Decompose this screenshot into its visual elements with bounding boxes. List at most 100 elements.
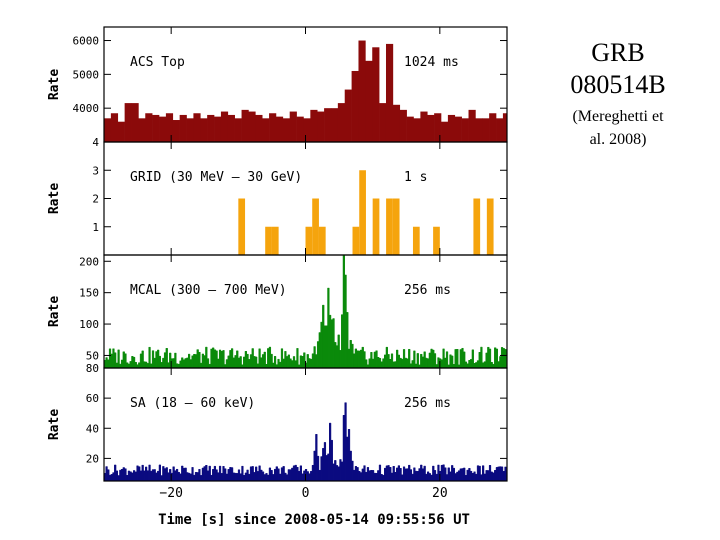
mcal-ylabel: Rate — [47, 296, 62, 327]
acs-bar — [468, 109, 476, 142]
acs-bar — [234, 118, 242, 142]
sa-histogram — [104, 402, 507, 481]
sa-ytick-label: 60 — [86, 392, 99, 405]
mcal-bars — [104, 255, 507, 368]
acs-binning-label: 1024 ms — [404, 55, 459, 70]
mcal-frame — [103, 254, 508, 369]
acs-bar — [275, 116, 284, 142]
acs-bar — [482, 118, 490, 142]
grid-bar — [271, 226, 279, 255]
acs-bar — [227, 114, 235, 142]
acs-bar — [289, 111, 297, 142]
acs-bar — [241, 109, 249, 142]
acs-bar — [365, 60, 373, 142]
acs-bar — [296, 116, 304, 142]
acs-bar — [337, 103, 346, 142]
x-tick-label: 0 — [302, 486, 310, 501]
acs-bar — [406, 116, 414, 142]
acs-bar — [461, 118, 469, 142]
acs-bar — [269, 113, 277, 142]
grid-ytick-label: 4 — [92, 136, 99, 149]
grid-bars — [238, 170, 494, 255]
acs-bar — [420, 111, 428, 142]
acs-bar — [344, 89, 352, 142]
acs-bar — [220, 111, 229, 142]
grid-bar — [318, 226, 326, 255]
acs-ytick-label: 6000 — [73, 35, 100, 48]
grid-bar — [312, 198, 319, 255]
grid-bar — [473, 198, 481, 255]
acs-bar — [104, 118, 112, 142]
sa-frame — [103, 367, 508, 482]
acs-bar — [165, 113, 174, 142]
grid-bar — [305, 226, 313, 255]
mcal-ytick-label: 150 — [79, 287, 99, 300]
panel-mcal: 50 100 150 200 Rate MCAL (300 – 700 MeV) 256 m… — [47, 254, 508, 369]
acs-bar — [330, 108, 339, 142]
mcal-ytick-label: 100 — [79, 318, 99, 331]
acs-bar — [303, 118, 311, 142]
mcal-ytick-label: 200 — [79, 255, 99, 268]
acs-bar — [502, 113, 507, 142]
mcal-ytick-label: 50 — [86, 349, 99, 362]
grid-bar — [265, 226, 272, 255]
acs-bar — [358, 40, 366, 142]
acs-bar — [131, 103, 139, 142]
acs-bar — [434, 113, 442, 142]
acs-bars — [104, 40, 507, 142]
acs-bar — [496, 118, 504, 142]
grid-bar — [412, 226, 420, 255]
acs-bar — [159, 116, 167, 142]
acs-bar — [413, 118, 421, 142]
acs-instrument-label: ACS Top — [130, 55, 185, 70]
acs-bar — [427, 114, 435, 142]
grid-bar — [392, 198, 400, 255]
grid-instrument-label: GRID (30 MeV – 30 GeV) — [130, 170, 302, 185]
acs-bar — [255, 114, 263, 142]
acs-ylabel: Rate — [47, 69, 62, 100]
acs-bar — [385, 43, 394, 142]
panels-group: 4000 5000 6000 Rate ACS Top 1024 ms 1 2 3 4 Rate GR… — [47, 26, 508, 482]
sa-bars — [104, 402, 507, 481]
acs-bar — [214, 116, 222, 142]
acs-bar — [200, 118, 208, 142]
acs-bar — [248, 111, 256, 142]
panel-sa: 20 40 60 80 Rate SA (18 – 60 keV) 256 ms — [47, 362, 508, 482]
mcal-binning-label: 256 ms — [404, 283, 451, 298]
acs-ytick-label: 4000 — [73, 102, 100, 115]
acs-bar — [282, 118, 291, 142]
grid-bar — [386, 198, 393, 255]
sa-ytick-label: 20 — [86, 452, 99, 465]
acs-bar — [392, 104, 401, 142]
acs-bar — [145, 113, 153, 142]
mcal-instrument-label: MCAL (300 – 700 MeV) — [130, 283, 287, 298]
sa-binning-label: 256 ms — [404, 396, 451, 411]
burst-name-line1: GRB — [591, 38, 645, 67]
acs-ytick-label: 5000 — [73, 68, 100, 81]
sa-ylabel: Rate — [47, 409, 62, 440]
acs-bar — [372, 47, 380, 142]
acs-bar — [124, 103, 132, 142]
x-axis-label: Time [s] since 2008-05-14 09:55:56 UT — [158, 512, 470, 528]
acs-bar — [193, 113, 201, 142]
acs-bar — [475, 118, 483, 142]
acs-bar — [152, 114, 160, 142]
sa-ytick-label: 40 — [86, 422, 99, 435]
grid-bar — [372, 198, 380, 255]
reference-line2: al. 2008) — [589, 131, 647, 148]
x-tick-label: 20 — [432, 486, 448, 501]
acs-bar — [310, 109, 318, 142]
grid-bar — [238, 198, 246, 255]
grid-bar — [433, 226, 440, 255]
acs-bar — [447, 114, 456, 142]
acs-bar — [441, 121, 449, 142]
acs-bar — [172, 120, 180, 142]
acs-bar — [489, 113, 497, 142]
grid-bar — [359, 170, 366, 255]
reference-line1: (Mereghetti et — [572, 108, 664, 125]
grid-ytick-label: 1 — [92, 221, 99, 234]
x-tick-label: −20 — [159, 486, 182, 501]
sa-ytick-label: 80 — [86, 362, 99, 375]
acs-bar — [317, 111, 325, 142]
